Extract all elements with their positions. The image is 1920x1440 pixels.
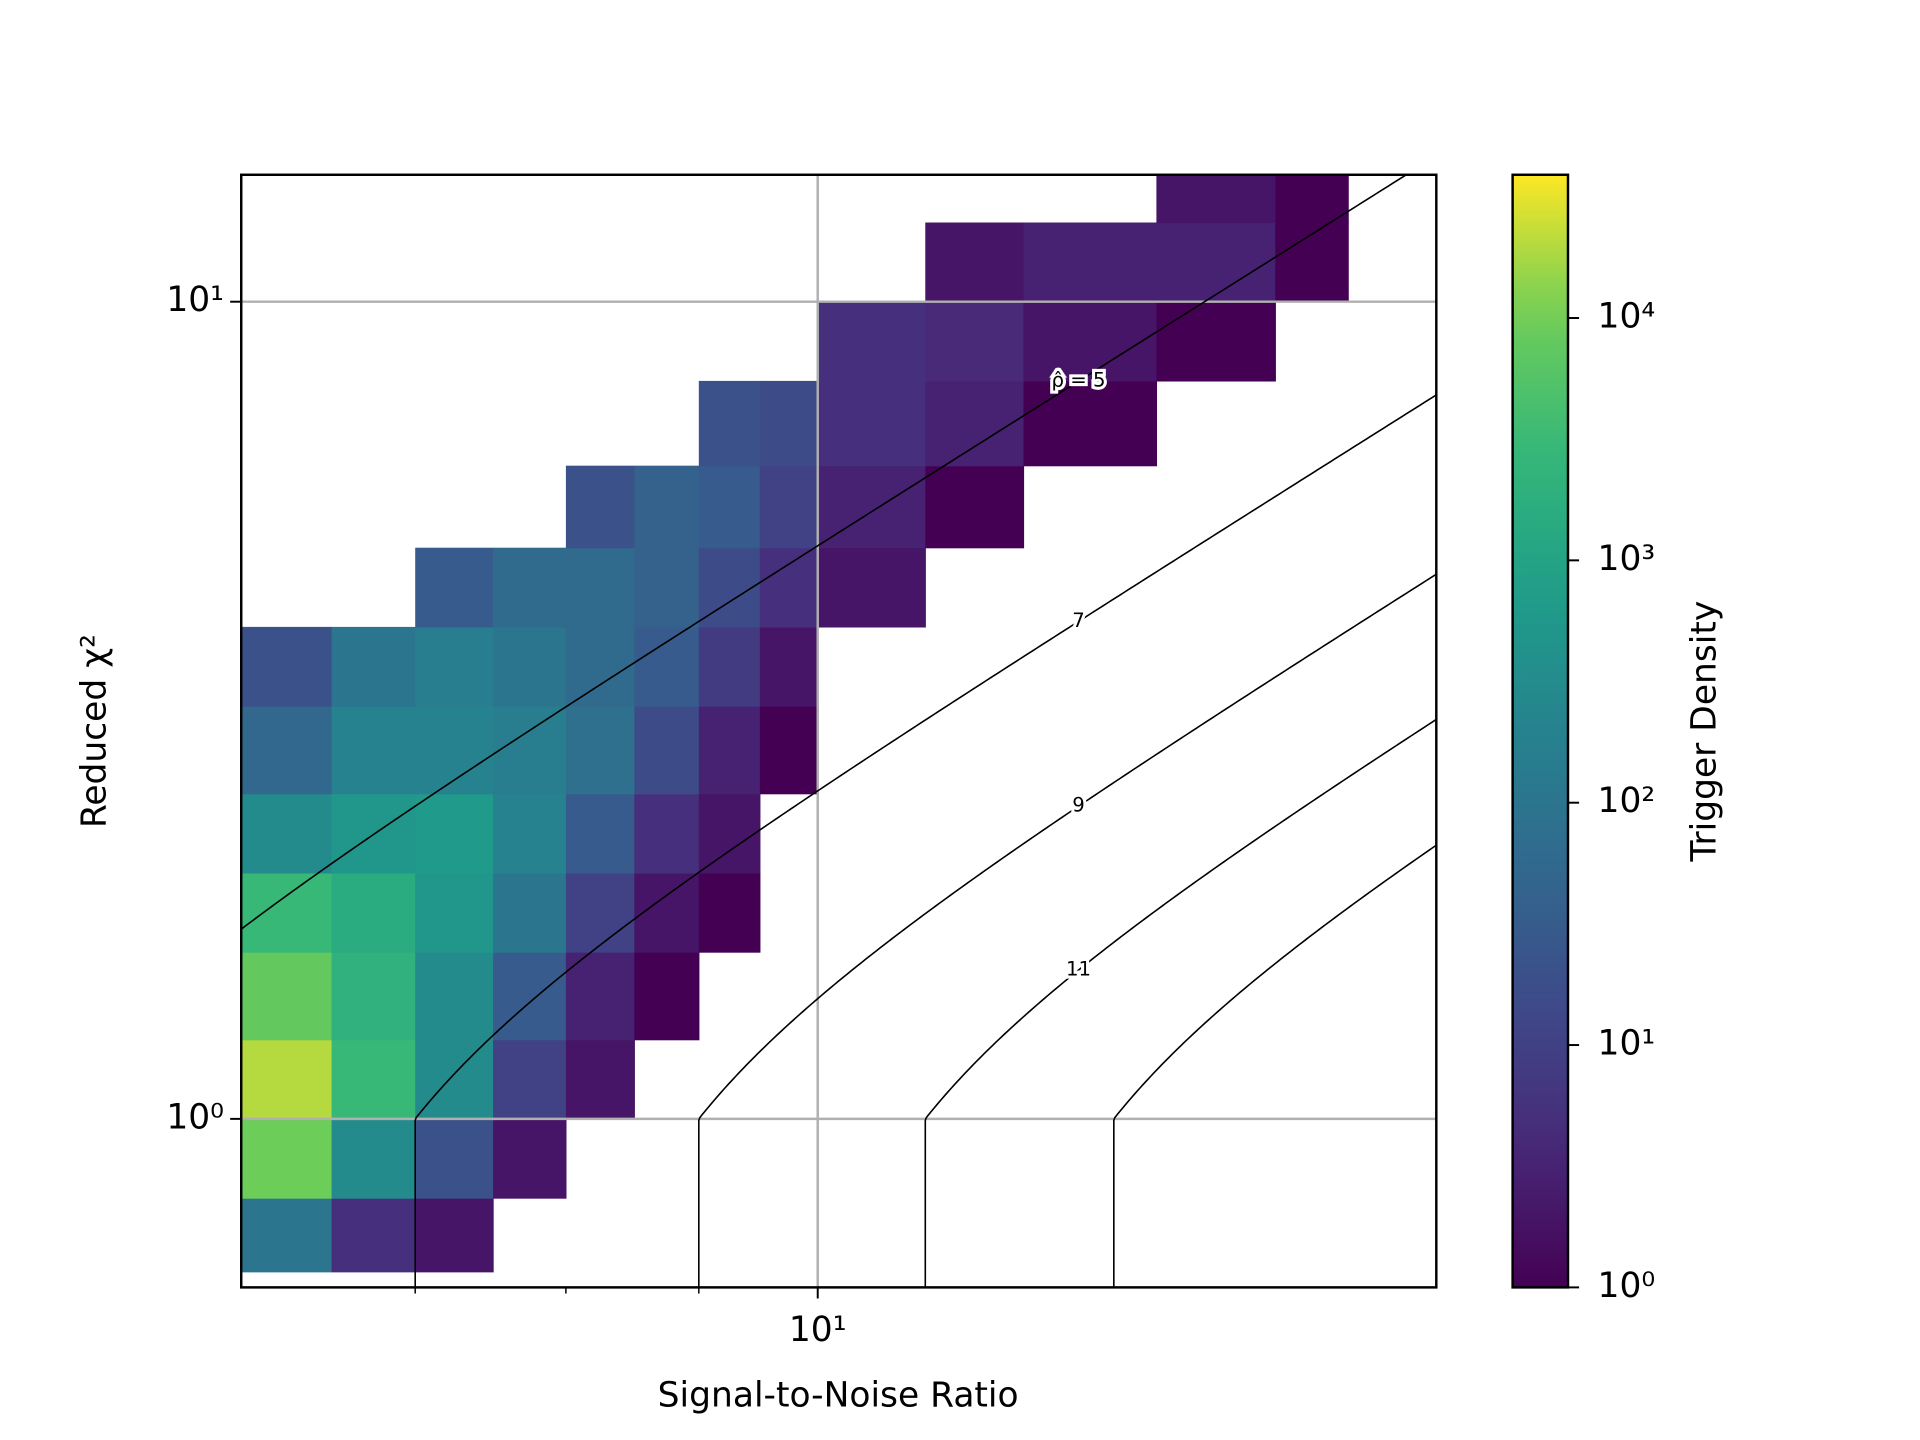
density-cell	[1023, 380, 1158, 467]
density-cell	[241, 706, 333, 795]
density-cell	[565, 465, 635, 549]
density-cell	[241, 1118, 333, 1199]
density-cell	[634, 465, 700, 549]
contour-line	[924, 718, 1437, 1288]
colorbar-label: Trigger Density	[1684, 601, 1724, 863]
x-tick-label: 10¹	[789, 1310, 847, 1350]
density-cell	[493, 952, 567, 1041]
colorbar	[1511, 173, 1570, 1289]
density-cell	[698, 706, 761, 795]
colorbar-tick-label: 10¹	[1598, 1024, 1656, 1064]
contour-label: 9	[1072, 794, 1085, 817]
density-cell	[634, 872, 700, 953]
density-cell	[698, 465, 761, 549]
density-cell	[493, 1118, 567, 1199]
density-cell	[241, 1198, 333, 1273]
density-cell	[698, 872, 761, 953]
density-cell	[415, 547, 494, 628]
density-cell	[415, 1118, 494, 1199]
density-cell	[925, 301, 1025, 382]
density-cell	[759, 465, 819, 549]
density-cell	[415, 872, 494, 953]
density-cell	[415, 952, 494, 1041]
density-cell	[493, 547, 567, 628]
density-cell	[415, 1198, 494, 1273]
density-cell	[634, 547, 700, 628]
density-cell	[415, 626, 494, 707]
plot-area: ρ̂ = 5 7 9 11	[241, 174, 1437, 1288]
density-cell	[331, 1198, 416, 1273]
density-cell	[634, 952, 700, 1041]
density-cell	[634, 626, 700, 707]
colorbar-tick-label: 10²	[1598, 781, 1656, 821]
density-cell	[565, 706, 635, 795]
density-cell	[565, 872, 635, 953]
density-cell	[1275, 222, 1349, 303]
density-cell	[1023, 301, 1158, 382]
density-cell	[493, 706, 567, 795]
contour-label: 7	[1072, 609, 1085, 632]
density-cell	[241, 872, 333, 953]
contour-line	[698, 573, 1437, 1288]
density-cell	[241, 1039, 333, 1120]
density-cell	[759, 547, 819, 628]
density-cell	[331, 1118, 416, 1199]
density-cell	[241, 793, 333, 874]
density-cell	[1156, 301, 1276, 382]
density-cell	[415, 793, 494, 874]
density-cell	[565, 547, 635, 628]
contour-line	[1113, 844, 1437, 1288]
density-cell	[698, 793, 761, 874]
density-cell	[1275, 174, 1349, 224]
density-cell	[493, 626, 567, 707]
density-cell	[241, 952, 333, 1041]
colorbar-tick-label: 10³	[1598, 539, 1656, 579]
density-cell	[634, 706, 700, 795]
density-cell	[759, 626, 819, 707]
density-cell	[493, 872, 567, 953]
density-cell	[493, 1039, 567, 1120]
density-cell	[415, 706, 494, 795]
density-cell	[925, 222, 1025, 303]
density-cell	[565, 952, 635, 1041]
density-cell	[817, 380, 926, 467]
density-cell	[1023, 222, 1158, 303]
contour-label: ρ̂ = 5	[1052, 369, 1106, 392]
plot-frame	[240, 173, 1438, 1289]
density-cell	[925, 465, 1025, 549]
density-cell	[1156, 222, 1276, 303]
contour-line	[241, 174, 1407, 931]
density-cell	[331, 1039, 416, 1120]
density-cell	[493, 793, 567, 874]
x-axis-label: Signal-to-Noise Ratio	[658, 1375, 1019, 1415]
density-cell	[698, 626, 761, 707]
colorbar-tick-label: 10⁴	[1598, 297, 1656, 337]
density-cell	[925, 380, 1025, 467]
colorbar-tick-label: 10⁰	[1598, 1266, 1656, 1306]
y-tick-label: 10¹	[166, 280, 224, 320]
density-cell	[415, 1039, 494, 1120]
density-cell	[759, 380, 819, 467]
y-axis-label: Reduced χ²	[75, 634, 115, 828]
density-cell	[634, 793, 700, 874]
density-cell	[565, 1039, 635, 1120]
density-cell	[817, 547, 926, 628]
y-tick-label: 10⁰	[166, 1097, 224, 1137]
contour-label: 11	[1066, 958, 1091, 981]
density-cell	[241, 626, 333, 707]
density-cell	[1156, 174, 1276, 224]
contour-line	[414, 393, 1437, 1288]
density-cell	[759, 706, 819, 795]
density-cell	[331, 706, 416, 795]
density-cell	[331, 872, 416, 953]
density-cell	[565, 793, 635, 874]
density-cell	[331, 952, 416, 1041]
density-cell	[698, 380, 761, 467]
density-cell	[565, 626, 635, 707]
density-cell	[817, 301, 926, 382]
density-cell	[331, 626, 416, 707]
